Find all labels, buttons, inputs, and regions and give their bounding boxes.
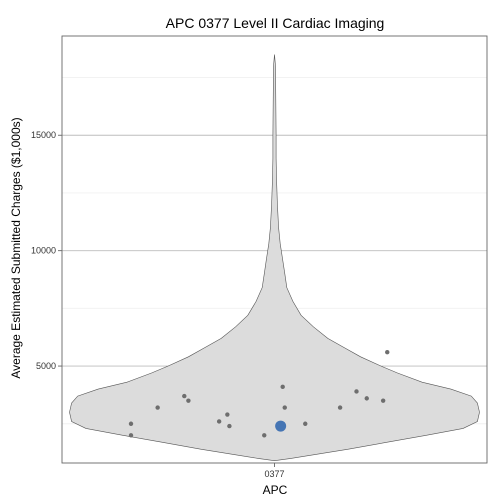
data-point: [385, 350, 389, 354]
y-axis-title: Average Estimated Submitted Charges ($1,…: [9, 117, 23, 378]
y-axis-ticks: 5000 10000 15000: [31, 130, 62, 371]
y-tick-label: 5000: [36, 361, 56, 371]
data-point: [303, 422, 307, 426]
data-point: [283, 405, 287, 409]
data-point: [354, 389, 358, 393]
violin-shape: [70, 55, 480, 461]
data-point: [155, 405, 159, 409]
data-point: [182, 394, 186, 398]
data-point: [262, 433, 266, 437]
data-point: [129, 433, 133, 437]
data-point: [381, 398, 385, 402]
data-point: [281, 385, 285, 389]
data-point: [186, 398, 190, 402]
y-tick-label: 10000: [31, 246, 56, 256]
data-point: [338, 405, 342, 409]
data-point: [365, 396, 369, 400]
chart-title: APC 0377 Level II Cardiac Imaging: [166, 15, 385, 31]
data-point: [227, 424, 231, 428]
y-tick-label: 15000: [31, 130, 56, 140]
x-tick-label: 0377: [264, 469, 284, 479]
highlighted-data-point: [275, 421, 286, 432]
x-axis-ticks: 0377: [264, 463, 284, 479]
data-point: [217, 419, 221, 423]
data-point: [225, 412, 229, 416]
data-point: [129, 422, 133, 426]
x-axis-title: APC: [263, 483, 288, 497]
